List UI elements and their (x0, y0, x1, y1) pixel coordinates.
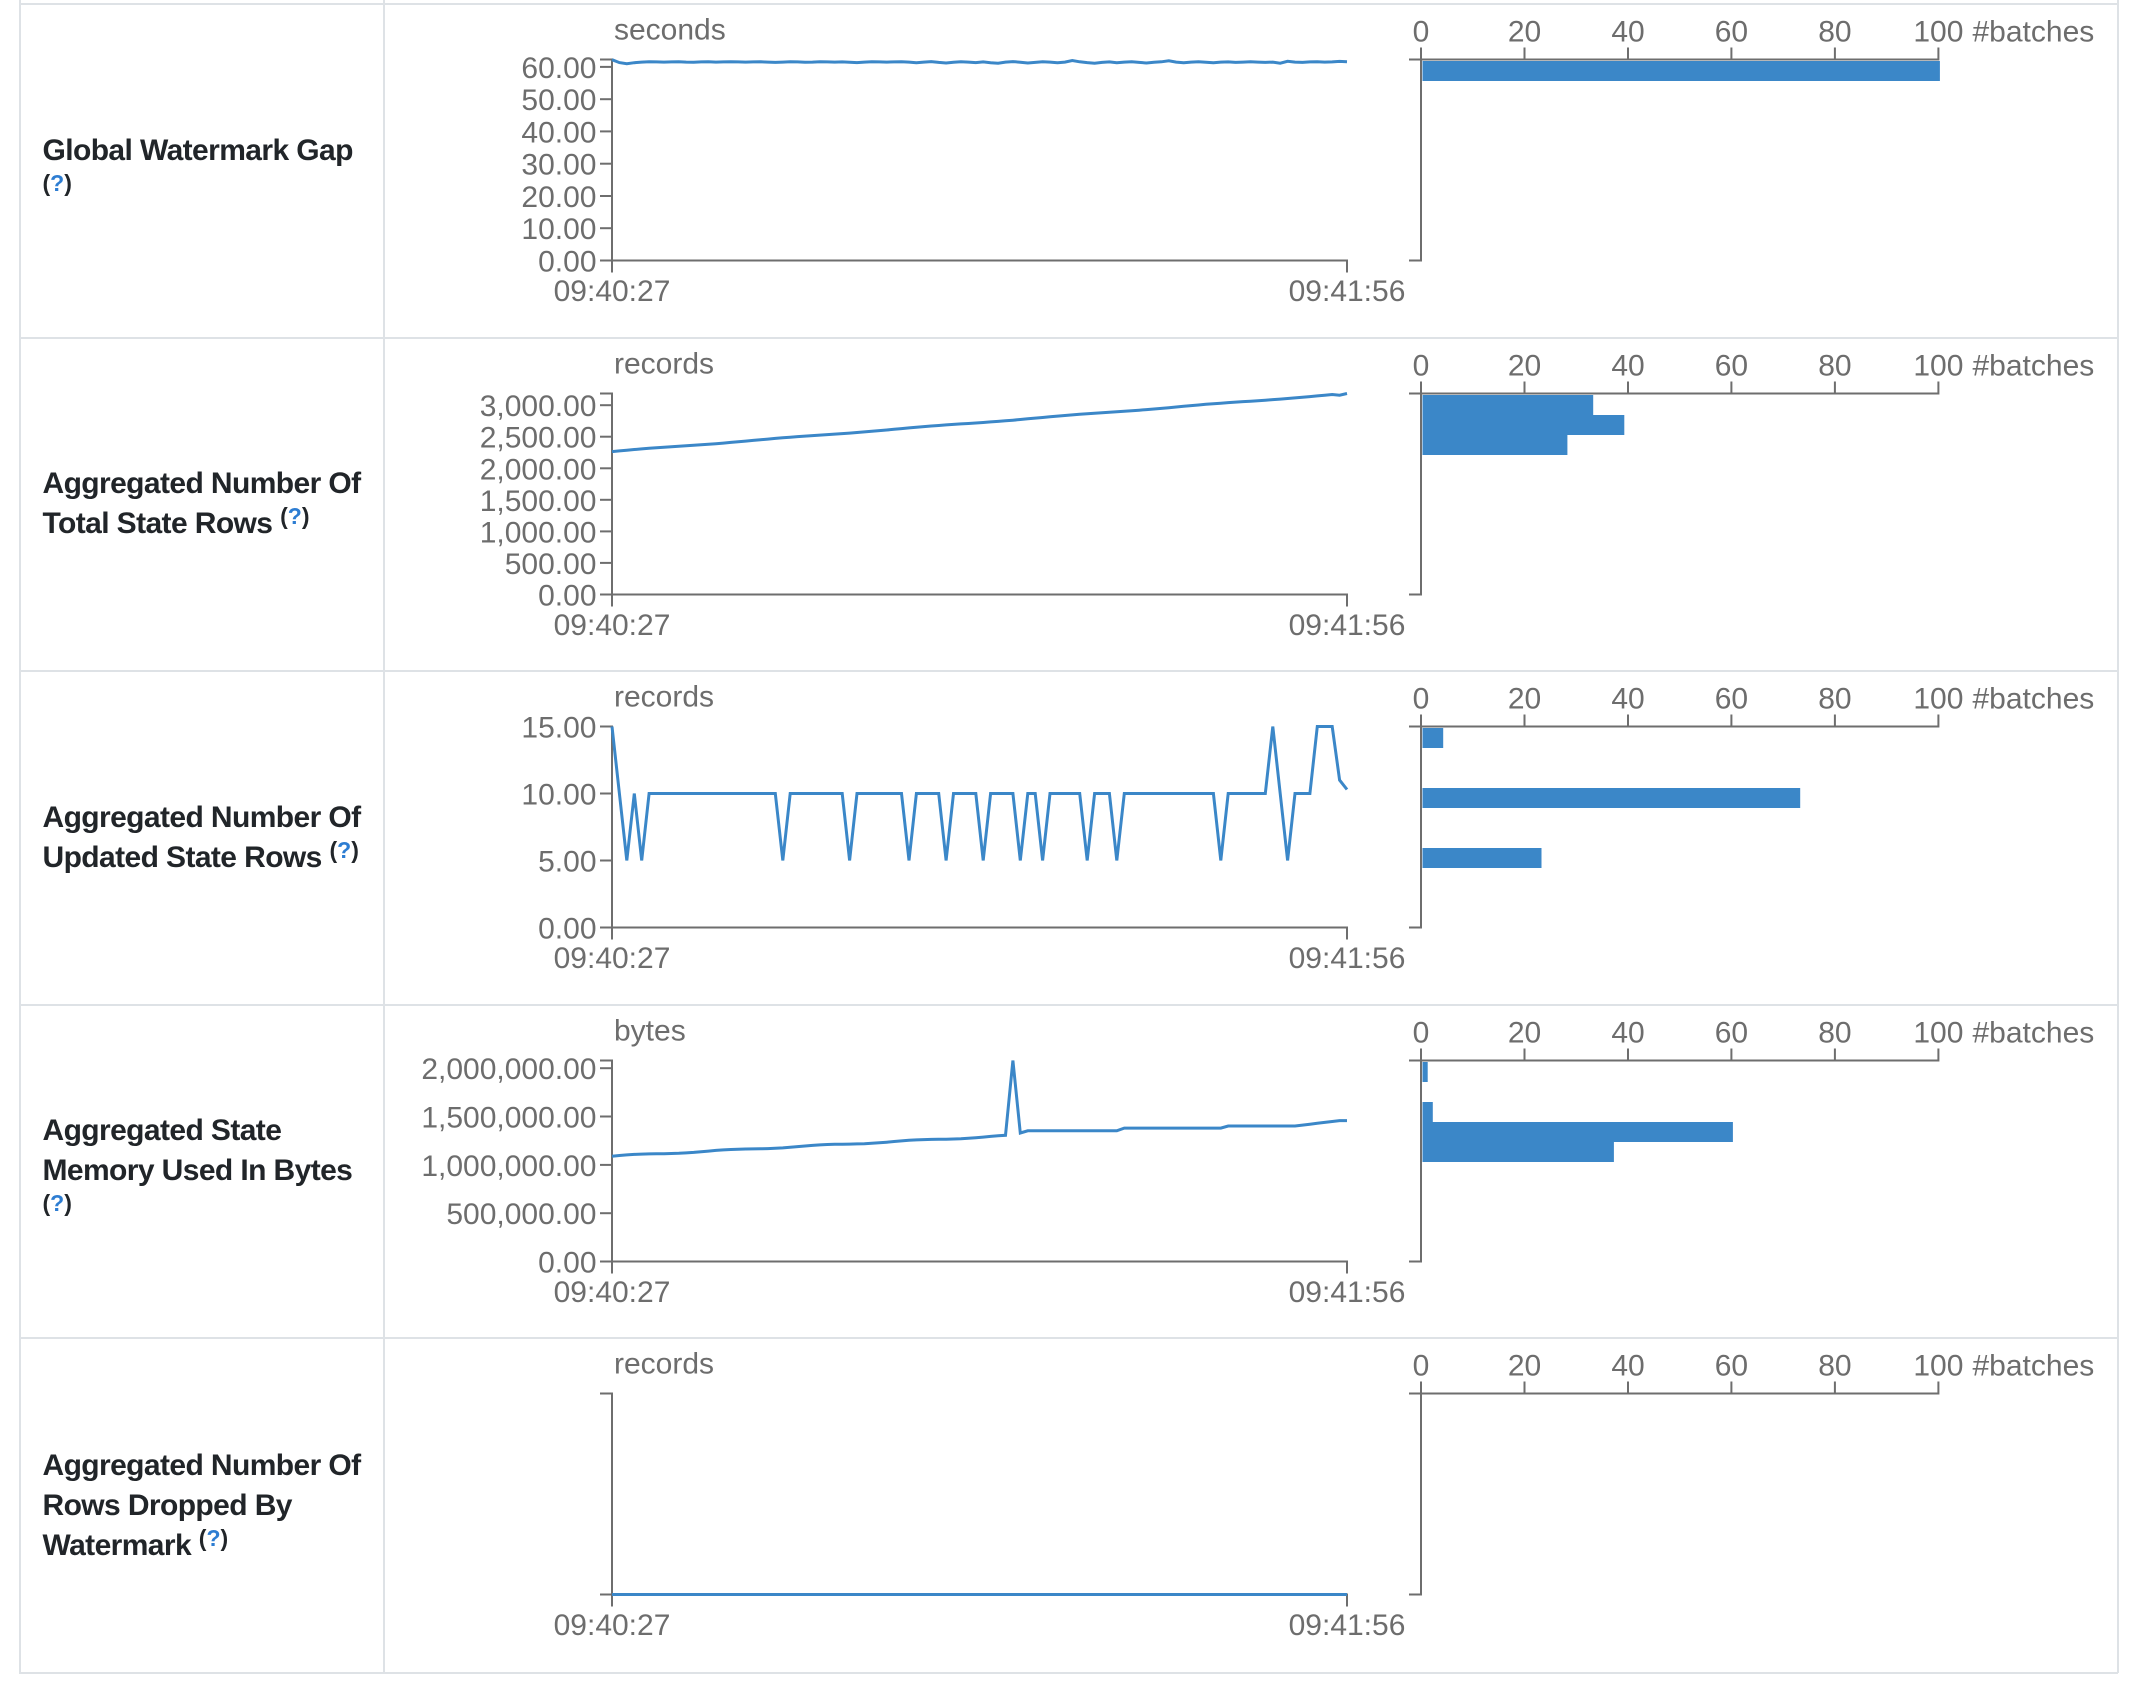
svg-text:20: 20 (1507, 1016, 1540, 1049)
svg-text:3,000.00: 3,000.00 (479, 390, 596, 423)
svg-text:5.00: 5.00 (538, 846, 596, 879)
svg-text:bytes: bytes (614, 1014, 686, 1047)
svg-text:40: 40 (1611, 349, 1644, 382)
svg-text:60: 60 (1714, 1350, 1747, 1383)
svg-text:60.00: 60.00 (521, 51, 596, 84)
svg-text:09:40:27: 09:40:27 (553, 609, 670, 642)
svg-text:40: 40 (1611, 683, 1644, 716)
svg-text:80: 80 (1818, 683, 1851, 716)
svg-text:10.00: 10.00 (521, 213, 596, 246)
svg-text:records: records (614, 1348, 714, 1381)
svg-text:100: 100 (1913, 349, 1963, 382)
svg-text:0: 0 (1412, 15, 1429, 48)
svg-text:1,000,000.00: 1,000,000.00 (421, 1149, 596, 1182)
svg-text:60: 60 (1714, 1016, 1747, 1049)
svg-text:100: 100 (1913, 1350, 1963, 1383)
svg-text:09:40:27: 09:40:27 (553, 275, 670, 308)
svg-text:0: 0 (1412, 349, 1429, 382)
svg-text:0: 0 (1412, 683, 1429, 716)
svg-text:40: 40 (1611, 1350, 1644, 1383)
svg-text:100: 100 (1913, 15, 1963, 48)
svg-text:09:41:56: 09:41:56 (1288, 609, 1405, 642)
svg-text:0.00: 0.00 (538, 913, 596, 946)
svg-text:15.00: 15.00 (521, 712, 596, 745)
svg-text:500,000.00: 500,000.00 (446, 1198, 596, 1231)
svg-text:20: 20 (1507, 1350, 1540, 1383)
svg-text:0.00: 0.00 (538, 579, 596, 612)
svg-text:80: 80 (1818, 1016, 1851, 1049)
svg-text:seconds: seconds (614, 13, 726, 46)
svg-text:60: 60 (1714, 349, 1747, 382)
svg-text:20: 20 (1507, 349, 1540, 382)
svg-text:09:41:56: 09:41:56 (1288, 1609, 1405, 1642)
svg-text:records: records (614, 681, 714, 714)
svg-text:0: 0 (1412, 1350, 1429, 1383)
svg-text:30.00: 30.00 (521, 148, 596, 181)
svg-text:20.00: 20.00 (521, 181, 596, 214)
svg-text:100: 100 (1913, 683, 1963, 716)
svg-text:#batches: #batches (1972, 1016, 2094, 1049)
svg-text:80: 80 (1818, 15, 1851, 48)
svg-text:0.00: 0.00 (538, 1246, 596, 1279)
svg-text:60: 60 (1714, 683, 1747, 716)
svg-text:40.00: 40.00 (521, 116, 596, 149)
svg-text:1,500.00: 1,500.00 (479, 484, 596, 517)
svg-text:records: records (614, 347, 714, 380)
svg-text:#batches: #batches (1972, 1350, 2094, 1383)
svg-text:20: 20 (1507, 683, 1540, 716)
svg-text:0.00: 0.00 (538, 245, 596, 278)
svg-text:40: 40 (1611, 1016, 1644, 1049)
svg-text:2,500.00: 2,500.00 (479, 421, 596, 454)
svg-text:09:41:56: 09:41:56 (1288, 942, 1405, 975)
svg-text:#batches: #batches (1972, 15, 2094, 48)
svg-text:60: 60 (1714, 15, 1747, 48)
svg-text:1,500,000.00: 1,500,000.00 (421, 1101, 596, 1134)
svg-text:40: 40 (1611, 15, 1644, 48)
svg-text:#batches: #batches (1972, 683, 2094, 716)
svg-text:2,000.00: 2,000.00 (479, 453, 596, 486)
svg-text:09:40:27: 09:40:27 (553, 1609, 670, 1642)
svg-text:20: 20 (1507, 15, 1540, 48)
svg-text:500.00: 500.00 (504, 547, 596, 580)
svg-text:09:40:27: 09:40:27 (553, 942, 670, 975)
svg-text:2,000,000.00: 2,000,000.00 (421, 1053, 596, 1086)
svg-text:09:41:56: 09:41:56 (1288, 1276, 1405, 1309)
svg-text:50.00: 50.00 (521, 84, 596, 117)
svg-text:0: 0 (1412, 1016, 1429, 1049)
svg-text:09:41:56: 09:41:56 (1288, 275, 1405, 308)
svg-text:09:40:27: 09:40:27 (553, 1276, 670, 1309)
svg-text:10.00: 10.00 (521, 779, 596, 812)
svg-text:100: 100 (1913, 1016, 1963, 1049)
svg-text:80: 80 (1818, 1350, 1851, 1383)
svg-text:1,000.00: 1,000.00 (479, 516, 596, 549)
svg-text:80: 80 (1818, 349, 1851, 382)
svg-text:#batches: #batches (1972, 349, 2094, 382)
